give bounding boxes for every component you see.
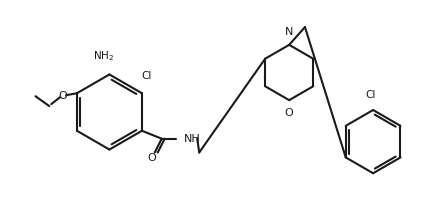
Text: NH: NH — [183, 134, 200, 144]
Text: Cl: Cl — [365, 90, 376, 100]
Text: Cl: Cl — [142, 71, 152, 81]
Text: O: O — [148, 153, 156, 164]
Text: O: O — [285, 108, 293, 118]
Text: N: N — [285, 27, 293, 37]
Text: NH$_2$: NH$_2$ — [93, 49, 114, 63]
Text: O: O — [59, 91, 67, 101]
